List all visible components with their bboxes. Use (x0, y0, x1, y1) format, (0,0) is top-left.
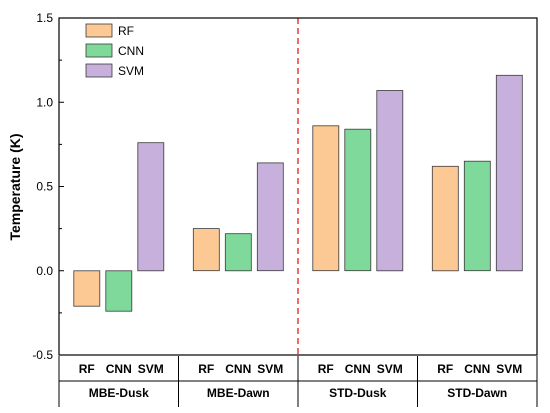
y-tick-label: 0.5 (36, 180, 53, 194)
y-tick-label: -0.5 (32, 348, 53, 362)
x-bar-label: CNN (345, 362, 371, 376)
bar-svm-mbe-dawn (256, 162, 284, 272)
bar-cnn-mbe-dawn (224, 233, 252, 272)
x-bar-label: RF (437, 362, 453, 376)
x-bar-label: SVM (138, 362, 164, 376)
bars-layer (73, 74, 523, 312)
bar-rf-mbe-dusk (73, 270, 101, 307)
x-bar-label: SVM (377, 362, 403, 376)
x-bar-label: RF (198, 362, 214, 376)
legend-label-rf: RF (118, 24, 134, 38)
x-bar-label: CNN (464, 362, 490, 376)
bar-cnn-std-dusk (344, 128, 372, 272)
x-bar-label: SVM (496, 362, 522, 376)
legend: RF CNN SVM (85, 23, 144, 78)
y-tick-label: 1.5 (36, 11, 53, 25)
x-group-label: MBE-Dusk (89, 386, 149, 400)
y-axis-title: Temperature (K) (7, 133, 23, 240)
legend-swatch-rf (85, 23, 113, 38)
bar-svm-mbe-dusk (137, 142, 165, 272)
bar-rf-std-dusk (312, 125, 340, 272)
bar-cnn-std-dawn (463, 160, 491, 272)
legend-swatch-cnn (85, 43, 113, 58)
x-bar-label: CNN (106, 362, 132, 376)
bar-svm-std-dusk (376, 90, 404, 272)
bar-svm-std-dawn (495, 74, 523, 272)
x-bar-label: RF (318, 362, 334, 376)
axes-layer: -0.5 0.0 0.5 1.0 1.5 RF CNN SVM MBE-Dusk RF CNN SVM… (32, 11, 538, 407)
bar-rf-mbe-dawn (192, 228, 220, 272)
legend-label-svm: SVM (118, 64, 144, 78)
x-group-label: STD-Dusk (329, 386, 387, 400)
legend-swatch-svm (85, 63, 113, 78)
x-bar-label: CNN (225, 362, 251, 376)
legend-label-cnn: CNN (118, 44, 144, 58)
x-bar-label: RF (79, 362, 95, 376)
x-bar-label: SVM (257, 362, 283, 376)
bar-rf-std-dawn (431, 165, 459, 272)
y-tick-label: 1.0 (36, 95, 53, 109)
x-group-label: STD-Dawn (447, 386, 507, 400)
bar-cnn-mbe-dusk (105, 270, 133, 312)
x-group-label: MBE-Dawn (207, 386, 270, 400)
y-tick-label: 0.0 (36, 264, 53, 278)
